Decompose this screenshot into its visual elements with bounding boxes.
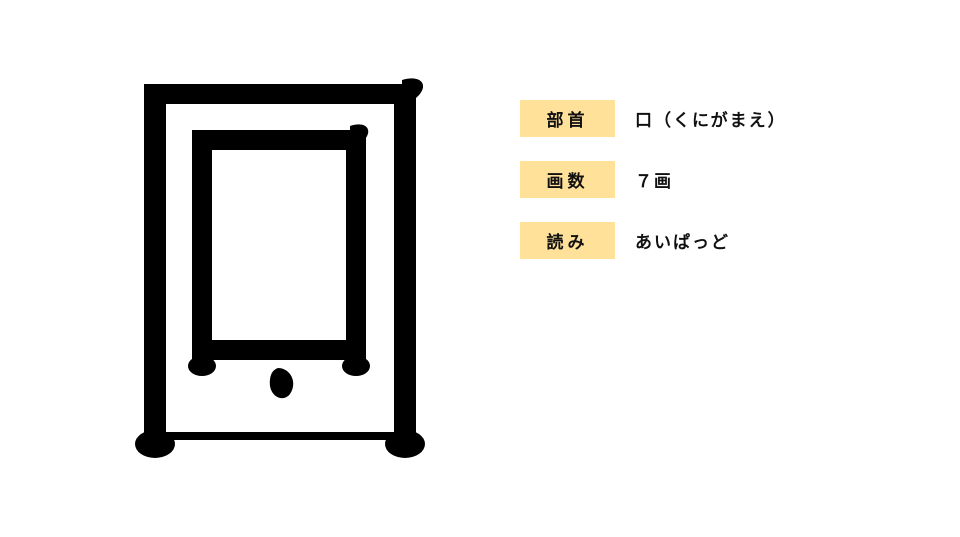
info-value-strokes: ７画 bbox=[635, 167, 673, 192]
info-label-radical: 部首 bbox=[520, 100, 615, 137]
kanji-info-panel: 部首 口（くにがまえ） 画数 ７画 読み あいぱっど bbox=[520, 100, 787, 259]
kanji-glyph bbox=[130, 70, 430, 460]
info-label-strokes: 画数 bbox=[520, 161, 615, 198]
info-value-radical: 口（くにがまえ） bbox=[635, 106, 787, 131]
kanji-svg bbox=[130, 70, 430, 460]
info-row-strokes: 画数 ７画 bbox=[520, 161, 787, 198]
info-label-reading: 読み bbox=[520, 222, 615, 259]
info-value-reading: あいぱっど bbox=[635, 228, 730, 253]
info-row-radical: 部首 口（くにがまえ） bbox=[520, 100, 787, 137]
info-row-reading: 読み あいぱっど bbox=[520, 222, 787, 259]
